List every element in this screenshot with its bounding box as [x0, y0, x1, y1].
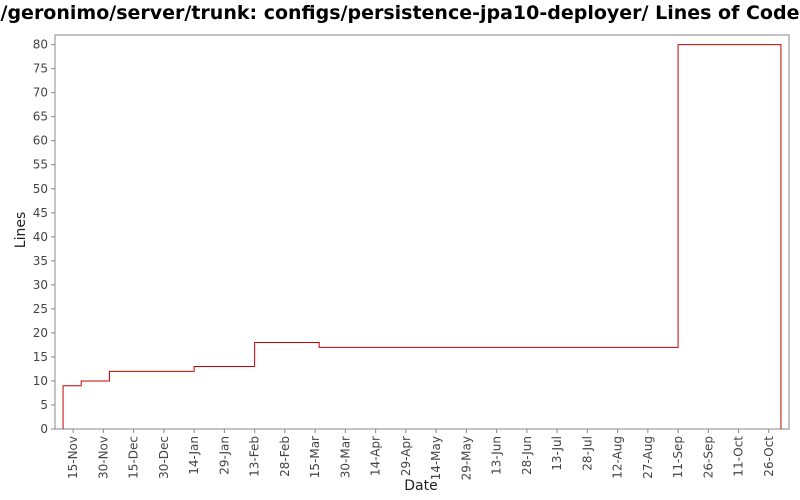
- x-axis: 15-Nov 30-Nov 15-Dec 30-Dec 14-Jan 29-Jan 13-F…: [66, 429, 776, 480]
- y-axis-label: Lines: [13, 212, 29, 248]
- y-tick-label: 10: [33, 374, 48, 388]
- x-tick-label: 28-Jul: [580, 436, 594, 471]
- y-tick-label: 0: [40, 422, 48, 436]
- y-tick-label: 40: [33, 230, 48, 244]
- x-tick-label: 14-Jan: [187, 436, 201, 475]
- x-tick-label: 28-Jun: [520, 436, 534, 475]
- x-tick-label: 30-Mar: [338, 436, 352, 478]
- series-layer: [62, 44, 782, 429]
- y-tick-label: 65: [33, 110, 48, 124]
- chart-title: /geronimo/server/trunk: configs/persiste…: [0, 2, 800, 24]
- x-tick-label: 13-Jun: [490, 436, 504, 475]
- x-tick-label: 13-Jul: [550, 436, 564, 471]
- y-tick-label: 70: [33, 86, 48, 100]
- y-axis: 0 5 10 15 20 25 30 35 40 45 50 55 60 65 70 75 80: [33, 38, 55, 436]
- x-tick-label: 26-Oct: [762, 436, 776, 477]
- x-tick-label: 30-Nov: [96, 436, 110, 479]
- y-tick-label: 75: [33, 62, 48, 76]
- y-tick-label: 80: [33, 38, 48, 52]
- x-tick-label: 29-Apr: [399, 436, 413, 476]
- x-tick-label: 15-Nov: [66, 436, 80, 479]
- y-tick-label: 35: [33, 254, 48, 268]
- plot-area: [54, 34, 790, 430]
- x-tick-label: 14-Apr: [369, 436, 383, 476]
- y-tick-label: 20: [33, 326, 48, 340]
- x-tick-label: 14-May: [429, 436, 443, 480]
- x-tick-label: 29-May: [459, 436, 473, 480]
- y-tick-label: 25: [33, 302, 48, 316]
- y-tick-label: 30: [33, 278, 48, 292]
- x-tick-label: 28-Feb: [278, 436, 292, 477]
- y-tick-label: 15: [33, 350, 48, 364]
- x-tick-label: 30-Dec: [157, 436, 171, 479]
- x-tick-label: 15-Mar: [308, 436, 322, 478]
- x-axis-label: Date: [404, 478, 437, 494]
- x-tick-label: 12-Aug: [611, 436, 625, 479]
- y-tick-label: 5: [40, 398, 48, 412]
- x-tick-label: 29-Jan: [217, 436, 231, 475]
- y-tick-label: 45: [33, 206, 48, 220]
- x-tick-label: 11-Sep: [671, 436, 685, 478]
- x-tick-label: 13-Feb: [248, 436, 262, 477]
- x-tick-label: 15-Dec: [127, 436, 141, 479]
- series-line: [62, 44, 782, 429]
- y-tick-label: 60: [33, 134, 48, 148]
- y-tick-label: 50: [33, 182, 48, 196]
- y-tick-label: 55: [33, 158, 48, 172]
- x-tick-label: 26-Sep: [701, 436, 715, 478]
- x-tick-label: 27-Aug: [641, 436, 655, 479]
- x-tick-label: 11-Oct: [732, 436, 746, 477]
